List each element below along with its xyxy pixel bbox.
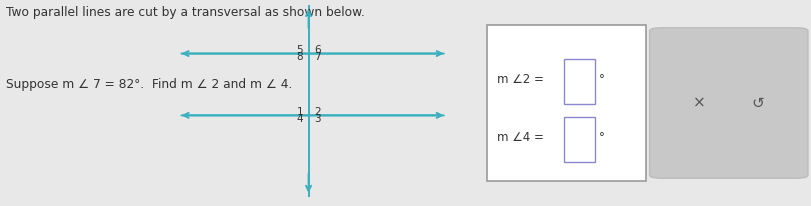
Text: 6: 6 [314, 45, 320, 55]
Text: Two parallel lines are cut by a transversal as shown below.: Two parallel lines are cut by a transver… [6, 6, 365, 19]
FancyBboxPatch shape [487, 25, 645, 181]
Text: 4: 4 [296, 114, 303, 124]
FancyBboxPatch shape [564, 117, 594, 162]
FancyBboxPatch shape [649, 28, 807, 178]
Text: 3: 3 [314, 114, 320, 124]
Text: m ∠4 =: m ∠4 = [496, 131, 543, 144]
Text: 2: 2 [314, 107, 320, 117]
Text: °: ° [598, 131, 603, 144]
Text: ↺: ↺ [751, 96, 764, 110]
Text: Suppose m ∠ 7 = 82°.  Find m ∠ 2 and m ∠ 4.: Suppose m ∠ 7 = 82°. Find m ∠ 2 and m ∠ … [6, 78, 293, 91]
Text: 8: 8 [296, 52, 303, 62]
Text: 1: 1 [296, 107, 303, 117]
Text: 7: 7 [314, 52, 320, 62]
Text: m ∠2 =: m ∠2 = [496, 73, 543, 86]
Text: °: ° [598, 73, 603, 86]
Text: 5: 5 [296, 45, 303, 55]
FancyBboxPatch shape [564, 59, 594, 104]
Text: ×: × [692, 96, 705, 110]
